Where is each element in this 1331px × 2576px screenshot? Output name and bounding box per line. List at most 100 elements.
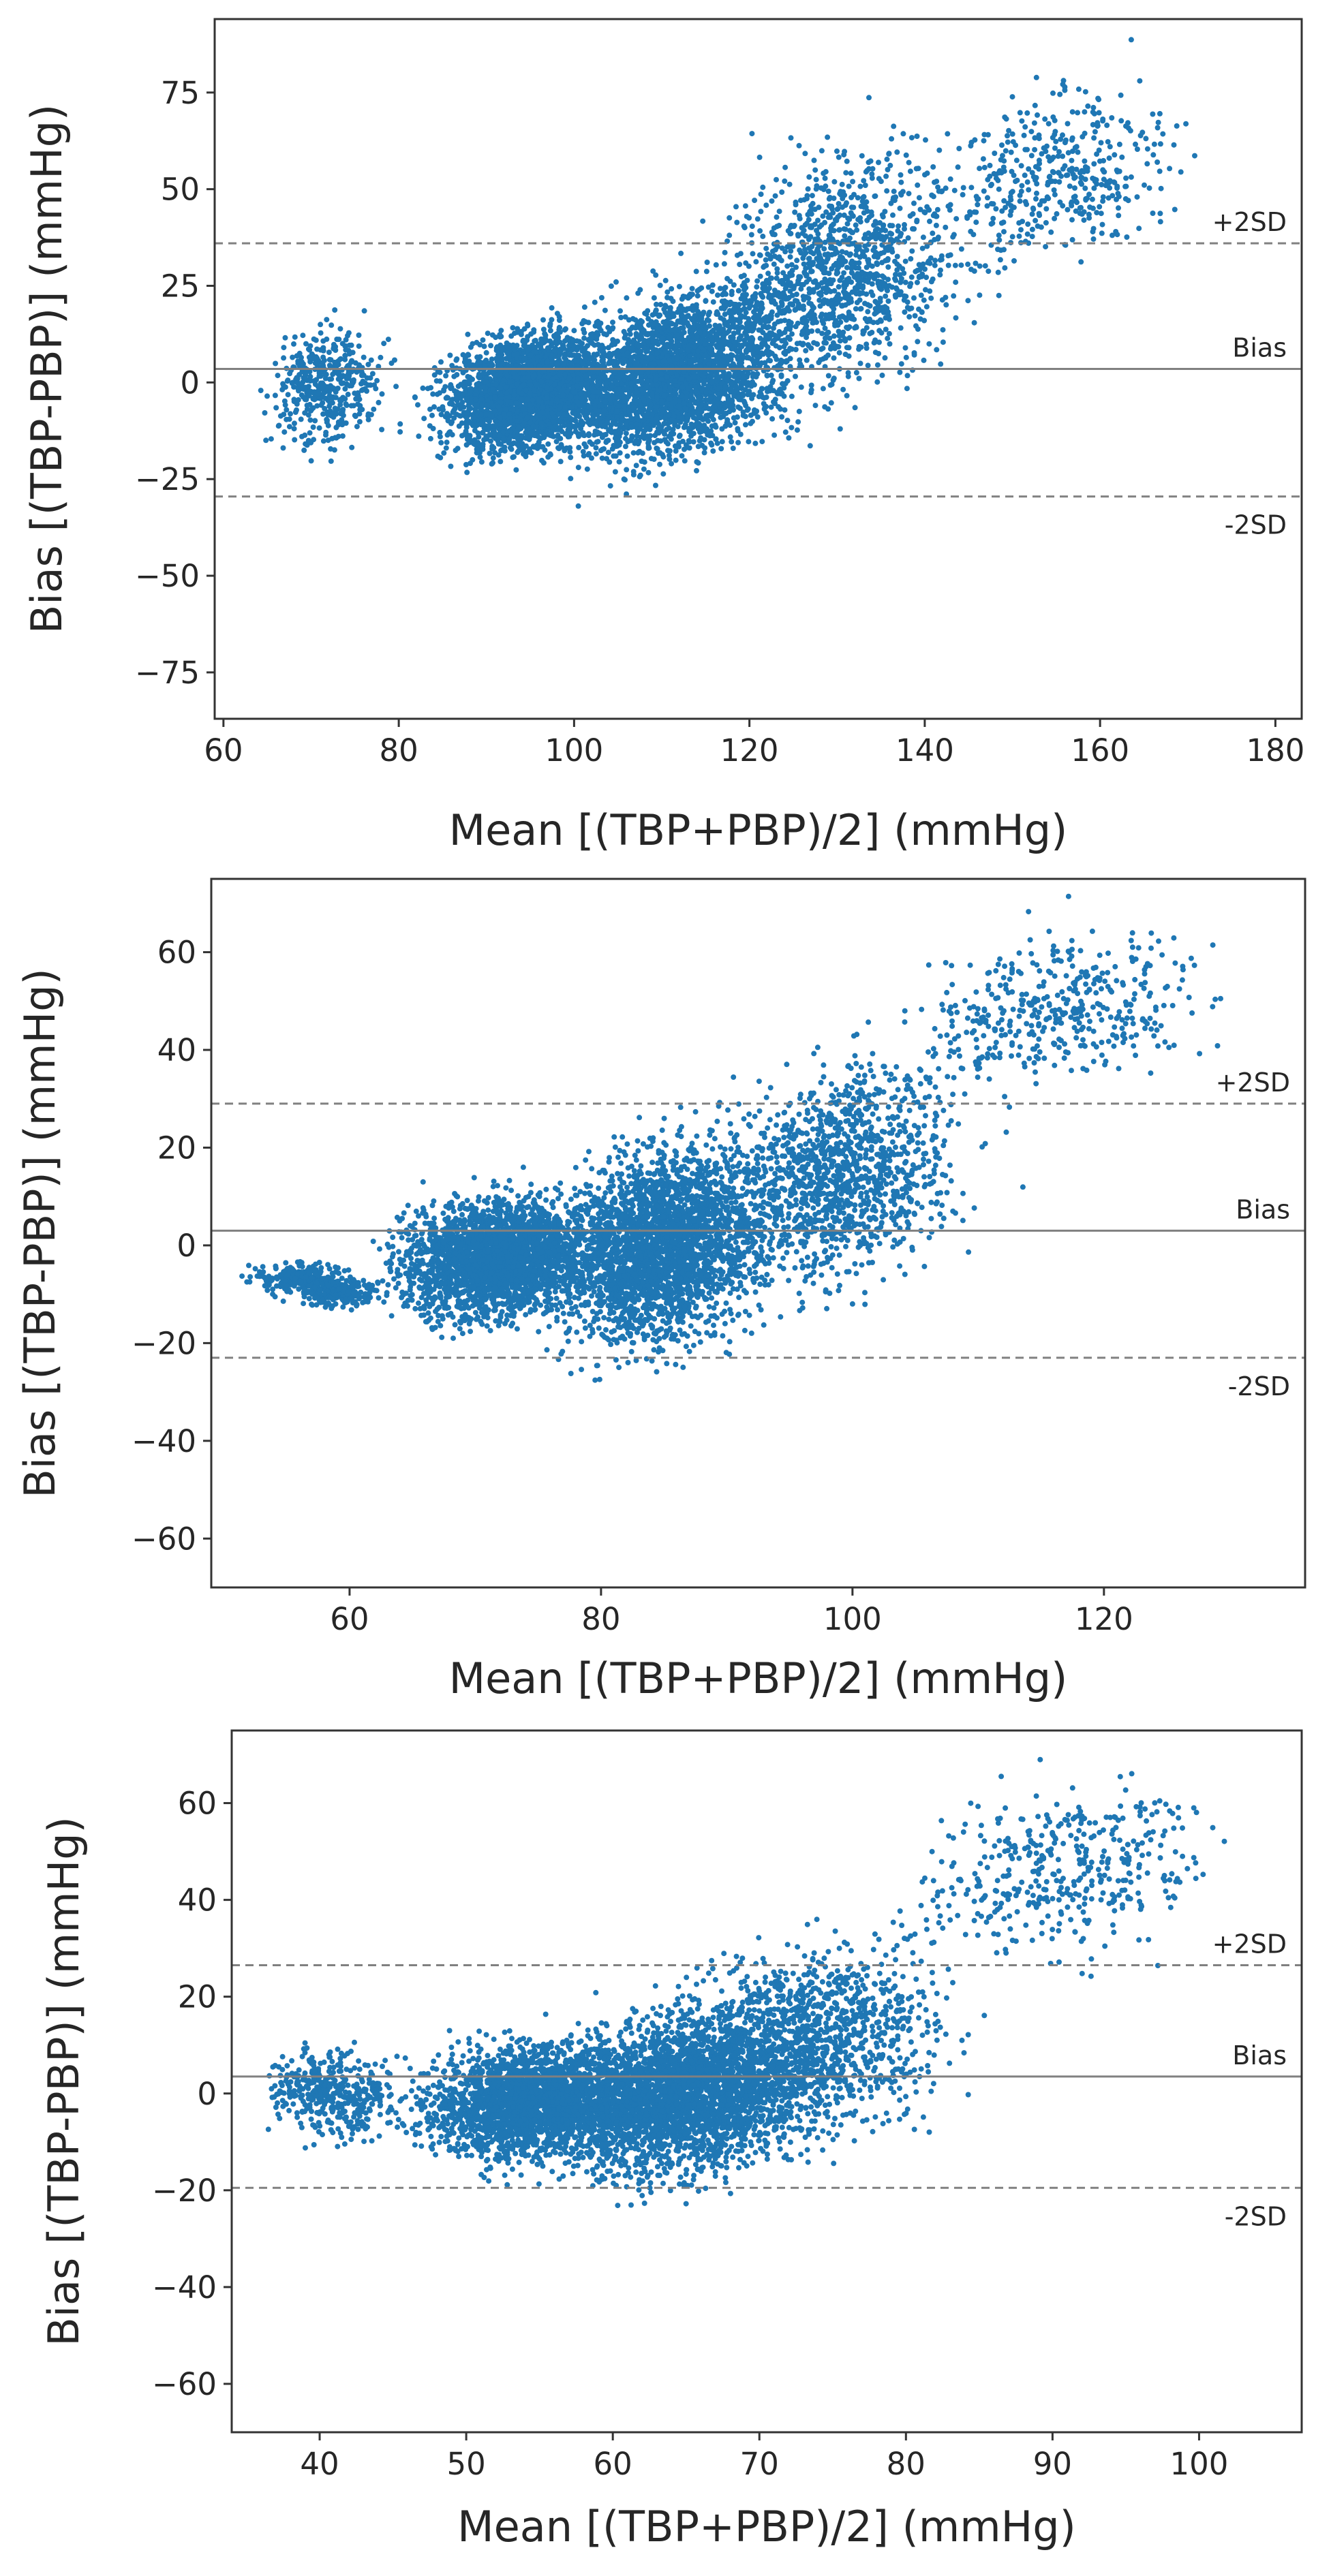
data-point xyxy=(493,382,499,388)
data-point xyxy=(551,433,557,439)
data-point xyxy=(478,422,484,428)
data-point xyxy=(662,431,667,437)
data-point xyxy=(612,469,618,475)
data-point xyxy=(549,305,555,311)
data-point xyxy=(562,404,568,410)
data-point xyxy=(568,476,574,482)
data-point xyxy=(637,474,643,480)
data-point xyxy=(669,285,675,292)
data-point xyxy=(540,404,546,410)
data-point xyxy=(697,429,703,435)
data-point xyxy=(524,450,530,455)
data-point xyxy=(645,411,650,417)
data-point xyxy=(704,317,710,323)
data-point xyxy=(624,420,629,426)
data-point xyxy=(634,433,640,439)
data-point xyxy=(397,429,403,435)
data-point xyxy=(507,379,513,385)
data-point xyxy=(708,440,714,446)
data-point xyxy=(544,394,550,401)
data-point xyxy=(570,346,577,352)
data-point xyxy=(638,332,644,339)
data-point xyxy=(719,439,725,445)
data-point xyxy=(583,356,589,362)
data-point xyxy=(483,350,489,356)
data-point xyxy=(545,441,551,447)
data-point xyxy=(782,407,788,413)
data-point xyxy=(560,392,566,398)
data-point xyxy=(544,384,550,390)
data-point xyxy=(511,392,517,398)
data-point xyxy=(427,406,433,412)
data-point xyxy=(538,420,545,426)
data-point xyxy=(593,431,599,437)
data-point xyxy=(693,268,699,275)
data-point xyxy=(556,313,562,320)
data-point xyxy=(579,408,585,414)
data-point xyxy=(658,424,664,430)
data-point xyxy=(532,433,538,438)
data-point xyxy=(508,333,515,339)
data-point xyxy=(524,414,530,420)
data-point xyxy=(490,428,496,434)
data-point xyxy=(525,397,531,403)
data-point xyxy=(530,415,536,421)
data-point xyxy=(645,469,652,476)
data-point xyxy=(639,450,645,456)
data-point xyxy=(566,375,572,382)
data-point xyxy=(690,324,697,330)
data-point xyxy=(515,424,521,431)
data-point xyxy=(568,360,575,366)
data-point xyxy=(521,338,527,343)
data-point xyxy=(713,436,719,442)
data-point xyxy=(597,346,603,352)
data-point xyxy=(653,272,659,278)
data-point xyxy=(508,429,514,435)
data-point xyxy=(610,320,615,326)
data-point xyxy=(489,413,495,418)
data-point xyxy=(487,450,493,456)
data-point xyxy=(613,390,619,396)
data-point xyxy=(621,476,627,482)
data-point xyxy=(473,423,478,429)
data-point xyxy=(606,360,612,367)
data-point xyxy=(459,399,465,405)
data-point xyxy=(466,358,472,364)
data-point xyxy=(699,442,705,448)
data-point xyxy=(485,425,491,431)
data-point xyxy=(504,373,510,379)
data-point xyxy=(669,461,675,467)
data-point xyxy=(633,390,639,396)
data-point xyxy=(562,352,568,358)
data-point xyxy=(617,308,623,314)
data-point xyxy=(703,402,709,408)
data-point xyxy=(500,437,506,443)
data-point xyxy=(637,287,643,293)
data-point xyxy=(480,441,486,448)
data-point xyxy=(678,376,684,382)
data-point xyxy=(608,283,614,289)
data-point xyxy=(735,327,741,332)
data-point xyxy=(498,328,504,334)
data-point xyxy=(686,292,692,298)
data-point xyxy=(746,439,752,445)
data-point xyxy=(451,373,457,379)
data-point xyxy=(551,334,557,340)
data-point xyxy=(692,374,698,380)
data-point xyxy=(448,384,455,390)
data-point xyxy=(504,350,510,356)
data-point xyxy=(500,377,506,384)
data-point xyxy=(580,449,586,454)
data-point xyxy=(519,390,525,397)
data-point xyxy=(575,503,581,509)
data-point xyxy=(562,327,568,333)
data-point xyxy=(718,315,724,321)
data-point xyxy=(664,353,670,359)
data-point xyxy=(557,404,563,410)
data-point xyxy=(496,441,502,447)
data-point xyxy=(415,402,420,408)
data-point xyxy=(540,460,547,466)
data-point xyxy=(637,343,642,350)
data-point xyxy=(734,414,740,420)
data-point xyxy=(660,471,667,477)
